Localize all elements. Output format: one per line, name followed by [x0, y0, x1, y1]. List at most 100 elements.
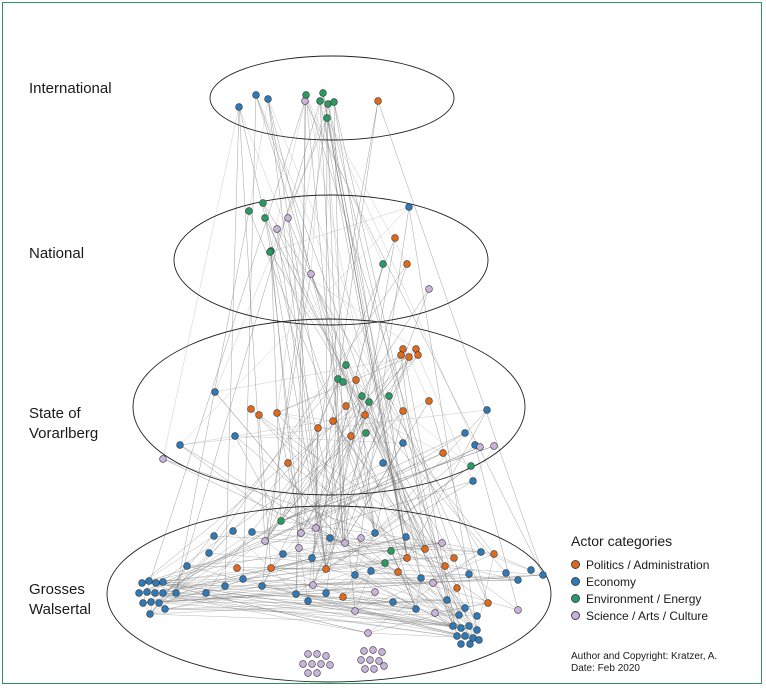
node-environment-34: [365, 398, 373, 406]
edge-178: [354, 553, 495, 612]
node-politics-45: [314, 424, 322, 432]
edge-243: [162, 581, 226, 587]
node-economy-99: [527, 566, 535, 574]
edge-302: [214, 356, 410, 393]
node-economy-19: [405, 203, 413, 211]
node-economy-39: [211, 388, 219, 396]
node-economy-85: [367, 567, 375, 575]
edge-56: [311, 263, 384, 559]
node-environment-51: [362, 429, 370, 437]
node-science-77: [261, 537, 269, 545]
node-economy-141: [457, 640, 465, 648]
edge-298: [310, 92, 324, 275]
edge-63: [312, 356, 410, 586]
edge-24: [333, 101, 346, 544]
edge-259: [468, 573, 519, 611]
node-economy-137: [473, 626, 481, 634]
node-economy-133: [146, 610, 154, 618]
edge-76: [355, 379, 495, 555]
node-economy-129: [139, 599, 147, 607]
edge-329: [472, 445, 495, 482]
node-economy-96: [502, 569, 510, 577]
legend-title: Actor categories: [571, 533, 673, 549]
edge-211: [270, 567, 436, 614]
node-science-164: [380, 662, 388, 670]
node-environment-62: [277, 517, 285, 525]
edge-16: [322, 92, 422, 579]
edge-325: [322, 92, 352, 437]
edge-326: [269, 251, 417, 350]
node-environment-35: [385, 392, 393, 400]
edge-265: [270, 567, 519, 581]
edge-33: [248, 210, 417, 610]
node-science-18: [307, 270, 315, 278]
node-economy-79: [279, 550, 287, 558]
credit: Author and Copyright: Kratzer, A. Date: …: [571, 651, 717, 675]
edge-152: [264, 540, 482, 553]
node-politics-27: [397, 351, 405, 359]
node-science-23: [425, 285, 433, 293]
edge-2: [224, 106, 240, 587]
edge-315: [276, 412, 352, 437]
edge-122: [474, 444, 519, 611]
edge-297: [234, 435, 404, 444]
edge-26: [333, 101, 458, 637]
node-economy-116: [443, 596, 451, 604]
level-label-local-line2: Walsertal: [29, 601, 91, 618]
edge-130: [162, 462, 384, 594]
node-politics-73: [450, 554, 458, 562]
edge-10: [142, 100, 306, 604]
edge-258: [213, 535, 346, 544]
legend-swatch-politics: [571, 560, 580, 569]
edge-8: [267, 98, 346, 544]
edge-316: [238, 106, 367, 434]
legend-swatch-economy: [571, 577, 580, 586]
edge-280: [307, 600, 474, 639]
edge-110: [162, 458, 376, 534]
node-economy-139: [461, 632, 469, 640]
credit-author: Author and Copyright: Kratzer, A.: [571, 651, 718, 662]
node-science-112: [371, 588, 379, 596]
edge-34: [175, 210, 250, 594]
node-economy-130: [147, 598, 155, 606]
edge-13: [295, 94, 307, 595]
node-science-159: [357, 656, 365, 664]
edge-188: [344, 542, 480, 641]
edge-186: [141, 535, 215, 584]
node-science-156: [360, 647, 368, 655]
node-economy-74: [210, 532, 218, 540]
level-label-international: International: [29, 80, 112, 97]
edge-285: [367, 607, 466, 634]
edge-51: [342, 237, 396, 544]
edge-164: [300, 532, 417, 610]
edge-176: [142, 557, 313, 604]
node-politics-44: [329, 417, 337, 425]
edge-250: [325, 557, 408, 594]
node-economy-106: [221, 582, 229, 590]
node-politics-10: [374, 97, 382, 105]
node-economy-135: [457, 624, 465, 632]
node-science-157: [369, 646, 377, 654]
edge-124: [406, 409, 488, 559]
node-economy-65: [326, 534, 334, 542]
node-science-155: [326, 661, 334, 669]
edge-213: [158, 520, 282, 604]
edge-99: [332, 420, 426, 550]
node-science-3: [301, 97, 309, 105]
edge-205: [148, 537, 362, 582]
node-science-49: [159, 455, 167, 463]
node-science-163: [370, 665, 378, 673]
edge-175: [392, 601, 417, 610]
edge-7: [267, 98, 376, 534]
edge-229: [138, 592, 460, 616]
node-science-66: [341, 539, 349, 547]
node-science-14: [284, 214, 292, 222]
edge-266: [295, 591, 376, 595]
edge-324: [276, 100, 321, 414]
edge-48: [310, 273, 462, 629]
edge-217: [162, 520, 282, 594]
node-politics-26: [405, 353, 413, 361]
node-economy-144: [455, 611, 463, 619]
node-economy-110: [304, 597, 312, 605]
level-label-local-line1: Grosses: [29, 581, 85, 598]
